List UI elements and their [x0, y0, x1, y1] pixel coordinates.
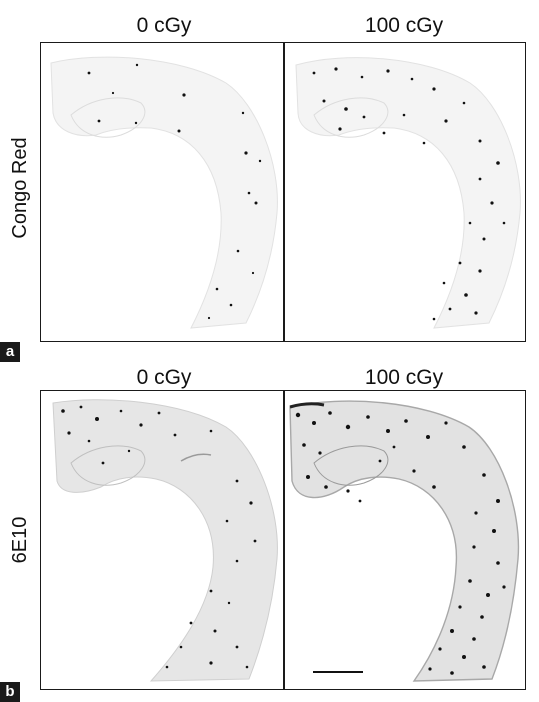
- panel-b-badge: b: [0, 682, 20, 702]
- panel-a-divider: [283, 42, 285, 342]
- panel-b-title-100cgy: 100 cGy: [364, 366, 444, 389]
- panel-b-slice-0cgy: [52, 399, 278, 682]
- panel-a-slice-100cgy: [295, 57, 521, 329]
- panel-a-images: [50, 56, 521, 329]
- panel-a-title-0cgy: 0 cGy: [136, 14, 192, 37]
- panel-b-divider: [283, 390, 285, 690]
- panel-a-title-100cgy: 100 cGy: [364, 14, 444, 37]
- panel-b-images: [52, 399, 520, 682]
- panel-a-slice-0cgy: [50, 56, 278, 329]
- scale-bar: [313, 671, 363, 673]
- panel-b-title-0cgy: 0 cGy: [136, 366, 192, 389]
- panel-b-row-label: 6E10: [9, 516, 31, 564]
- panel-a-row-label: Congo Red: [9, 137, 31, 239]
- panel-a-badge: a: [0, 342, 20, 362]
- panel-b-slice-100cgy: [289, 400, 520, 682]
